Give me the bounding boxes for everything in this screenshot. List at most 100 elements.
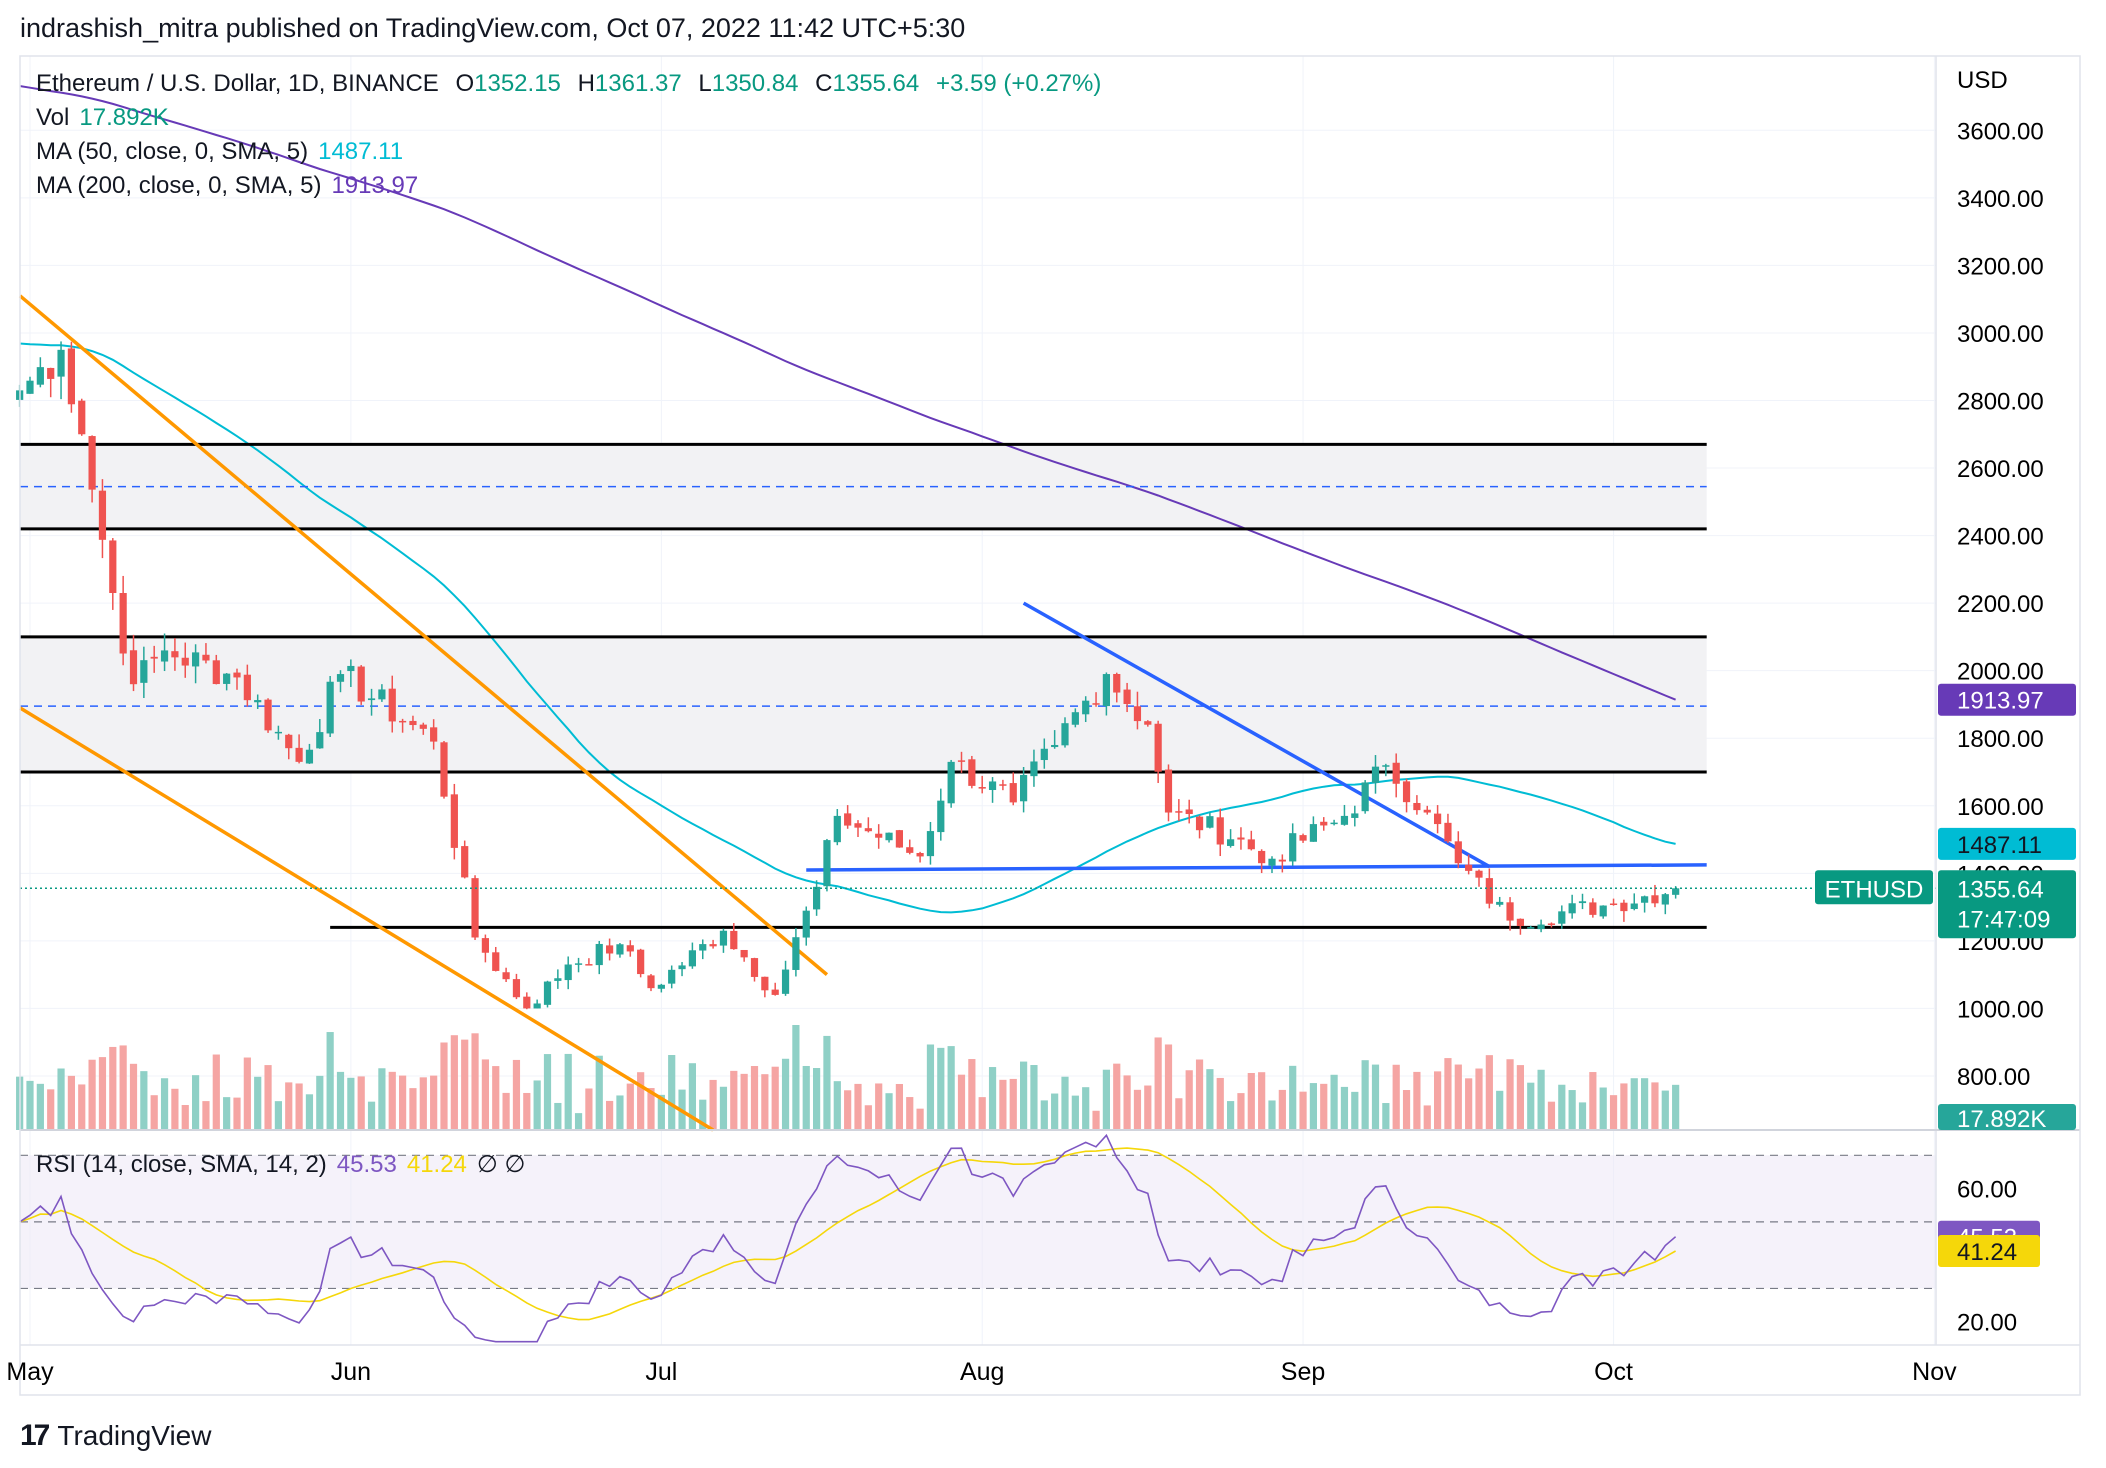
- volume-bar: [264, 1065, 272, 1130]
- volume-bar: [78, 1084, 86, 1130]
- volume-bar: [1040, 1100, 1048, 1130]
- candle-body: [36, 367, 44, 385]
- candle-body: [1102, 674, 1110, 707]
- price-tick-label: 1600.00: [1957, 794, 2044, 821]
- volume-bar: [243, 1057, 251, 1130]
- candle-body: [1289, 833, 1297, 862]
- candle-body: [1413, 802, 1421, 811]
- candle-body: [1227, 839, 1235, 846]
- time-axis-label: Nov: [1912, 1358, 1957, 1386]
- candle-body: [316, 732, 324, 749]
- candle-body: [1258, 850, 1266, 864]
- rsi-source-icons: ∅ ∅: [476, 1151, 526, 1178]
- time-axis-label: Aug: [960, 1358, 1004, 1386]
- volume-bar: [471, 1033, 479, 1130]
- volume-bar: [833, 1081, 841, 1130]
- rsi-tick-label: 60.00: [1957, 1177, 2017, 1204]
- volume-bar: [357, 1076, 365, 1130]
- candle-body: [1672, 888, 1680, 895]
- candle-body: [1651, 895, 1659, 904]
- volume-bar: [740, 1073, 748, 1130]
- candle-body: [1195, 816, 1204, 831]
- publisher-attribution: indrashish_mitra published on TradingVie…: [20, 13, 966, 43]
- candle-body: [895, 830, 903, 848]
- candle-body: [1496, 901, 1504, 905]
- volume-bar: [1392, 1064, 1400, 1130]
- volume-bar: [1154, 1037, 1162, 1130]
- candle-body: [864, 828, 872, 832]
- price-axis-currency: USD: [1957, 67, 2008, 94]
- candle-body: [1299, 835, 1307, 841]
- volume-bar: [1465, 1078, 1473, 1130]
- volume-bar: [1413, 1071, 1421, 1130]
- volume-bar: [957, 1074, 966, 1130]
- candle-body: [1092, 703, 1100, 705]
- ma200-legend[interactable]: MA (200, close, 0, SMA, 5) 1913.97: [36, 172, 428, 200]
- volume-bar: [1609, 1095, 1618, 1130]
- candle-body: [606, 945, 614, 954]
- candle-body: [906, 847, 914, 853]
- volume-bar: [719, 1086, 728, 1130]
- candle-body: [1082, 700, 1090, 715]
- candle-body: [1040, 748, 1048, 761]
- price-tick-label: 2800.00: [1957, 388, 2044, 415]
- candle-body: [98, 490, 107, 540]
- rsi-ma-badge-bg: [1938, 1235, 2040, 1268]
- candle-body: [1206, 816, 1214, 828]
- volume-bar: [968, 1059, 976, 1130]
- volume-bar: [926, 1044, 935, 1130]
- candle-body: [399, 720, 407, 723]
- volume-bar: [585, 1088, 593, 1130]
- blue-trendline: [1022, 601, 1491, 869]
- ma50-legend[interactable]: MA (50, close, 0, SMA, 5) 1487.11: [36, 138, 413, 166]
- candle-body: [1475, 870, 1483, 878]
- close-value: 1355.64: [832, 70, 920, 97]
- rsi-ma-badge: 41.24: [1957, 1239, 2017, 1266]
- volume-legend[interactable]: Vol 17.892K: [36, 104, 179, 132]
- volume-bar: [1320, 1083, 1328, 1130]
- volume-bar: [1020, 1061, 1028, 1130]
- candle-body: [1164, 769, 1173, 813]
- volume-bar: [223, 1097, 231, 1130]
- volume-bar: [316, 1075, 324, 1130]
- volume-bars: [16, 1025, 1680, 1130]
- candle-body: [1361, 782, 1369, 812]
- volume-bar: [461, 1039, 469, 1130]
- candle-body: [1537, 924, 1545, 930]
- candle-body: [378, 689, 386, 700]
- candle-body: [192, 652, 200, 667]
- price-tick-label: 800.00: [1957, 1064, 2030, 1091]
- symbol-name[interactable]: Ethereum / U.S. Dollar, 1D, BINANCE: [36, 70, 439, 97]
- candle-body: [1578, 901, 1587, 904]
- rsi-legend[interactable]: RSI (14, close, SMA, 14, 2) 45.53 41.24 ∅ ∅: [36, 1150, 535, 1179]
- volume-bar: [564, 1053, 572, 1130]
- candle-body: [1154, 723, 1162, 772]
- volume-bar: [699, 1099, 707, 1130]
- axis-badges: 1913.97 1487.11 1355.64 17:47:09 ETHUSD 17.89…: [1815, 683, 2076, 1268]
- ma200-badge-bg: [1938, 683, 2076, 716]
- rsi-value: 45.53: [336, 1151, 397, 1178]
- candle-body: [1620, 902, 1628, 912]
- candle-body: [1641, 896, 1649, 903]
- candle-body: [833, 815, 841, 843]
- volume-bar: [1423, 1105, 1431, 1130]
- price-tick-label: 2600.00: [1957, 456, 2044, 483]
- candle-body: [626, 945, 634, 952]
- volume-bar: [647, 1088, 655, 1130]
- volume-bar: [1485, 1055, 1493, 1130]
- ma200-line: [19, 85, 1676, 701]
- candle-body: [719, 930, 728, 946]
- rsi-pane: [19, 1133, 1936, 1343]
- price-tick-label: 1000.00: [1957, 996, 2044, 1023]
- volume-bar: [1061, 1076, 1069, 1130]
- candle-body: [750, 958, 759, 977]
- volume-bar: [1237, 1093, 1245, 1130]
- orange-trendline: [19, 706, 715, 1132]
- volume-bar: [1402, 1090, 1411, 1130]
- volume-bar: [937, 1047, 945, 1130]
- tradingview-footer[interactable]: 17 TradingView: [20, 1416, 211, 1456]
- rsi-tick-label: 20.00: [1957, 1310, 2017, 1337]
- volume-bar: [688, 1063, 696, 1130]
- close-label: C: [815, 70, 833, 97]
